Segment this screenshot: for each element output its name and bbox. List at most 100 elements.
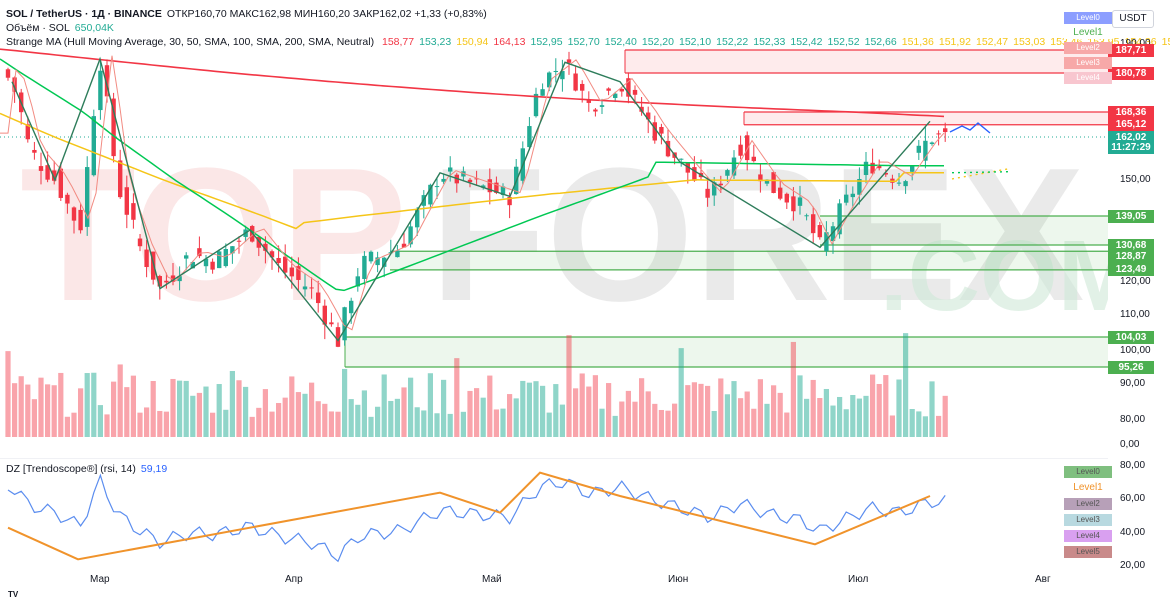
volume-bar (427, 373, 433, 437)
candle (936, 133, 941, 135)
candle (626, 78, 631, 97)
candle (223, 249, 228, 267)
volume-bar (163, 411, 169, 437)
volume-bar (619, 401, 625, 437)
candle (870, 162, 875, 174)
candle (190, 261, 195, 269)
price-scale[interactable]: 190,00 150,00 120,00 110,00 100,00 90,00 80,00… (1108, 0, 1170, 590)
volume-bar (12, 383, 18, 437)
price-label: 168,36 (1108, 106, 1154, 119)
support-zone-1 (820, 216, 1108, 245)
volume-bar (71, 412, 77, 437)
volume-bar (691, 382, 697, 437)
candle (263, 243, 268, 251)
candle (368, 251, 374, 262)
rsi-level-badge: Level1 (1064, 482, 1112, 494)
candle (32, 149, 37, 153)
rsi-pane[interactable] (0, 458, 1108, 570)
candle (910, 166, 915, 172)
volume-bar (922, 416, 928, 437)
volume-bar (25, 384, 31, 437)
volume-bar (269, 411, 275, 437)
volume-bar (744, 391, 750, 437)
volume-bar (434, 413, 440, 437)
rsi-level-badge: Level4 (1064, 530, 1112, 542)
candle (566, 59, 572, 63)
candle (738, 144, 743, 156)
volume-bar (157, 410, 163, 437)
candle (230, 246, 235, 254)
volume-bar (335, 411, 341, 437)
volume-bar (144, 407, 150, 437)
volume-bar (104, 414, 110, 437)
candle (560, 71, 565, 80)
candle (745, 135, 750, 161)
price-tick: 110,00 (1120, 309, 1150, 320)
candle (217, 251, 222, 269)
candle (111, 98, 116, 157)
candle (929, 142, 935, 145)
ma-30-line (0, 55, 945, 331)
forecast-arrow (949, 122, 991, 134)
rsi-line (7, 473, 946, 563)
volume-bar (731, 381, 737, 437)
month-tick: Июл (848, 574, 869, 585)
candle (652, 122, 657, 141)
volume-bar (625, 390, 631, 437)
volume-bar (262, 389, 268, 437)
candle (883, 172, 888, 175)
volume-bar (18, 376, 24, 437)
ma-value: 152,22 (716, 36, 749, 48)
rsi-tick: 60,00 (1120, 493, 1146, 505)
ma-value: 152,10 (679, 36, 712, 48)
candle (857, 178, 862, 195)
volume-bar (870, 374, 876, 437)
zigzag-line (11, 56, 931, 342)
candle (811, 214, 816, 234)
candle (85, 167, 90, 227)
candle (824, 232, 829, 252)
candle (415, 210, 420, 228)
volume-bar (295, 392, 301, 437)
volume-bar (876, 383, 882, 437)
volume-bar (243, 386, 249, 437)
price-label: 11:27:29 (1108, 141, 1154, 154)
resistance-zone-upper (625, 50, 1108, 73)
candle (593, 109, 598, 112)
volume-bar (843, 409, 849, 437)
volume-bar (823, 388, 829, 437)
candle (758, 174, 763, 182)
price-chart[interactable] (0, 0, 1108, 460)
candle (527, 126, 532, 148)
volume-bar (177, 380, 183, 437)
candle (705, 188, 710, 198)
volume-bar (929, 381, 935, 437)
level-badge: Level3 (1064, 57, 1112, 69)
month-tick: Мар (90, 574, 110, 585)
volume-bar (553, 384, 559, 437)
volume-bar (408, 377, 414, 437)
candle (731, 157, 737, 176)
candle (118, 160, 123, 198)
candle (797, 197, 803, 206)
ma-header: Strange MA (Hull Moving Average, 30, 50,… (6, 36, 1170, 49)
ma-value: 151,92 (938, 36, 971, 48)
volume-bar (837, 396, 843, 437)
volume-bar (685, 385, 691, 437)
volume-bar (130, 375, 136, 437)
watermark-top: TOP (20, 129, 407, 341)
volume-bar (724, 394, 730, 437)
candle (791, 196, 796, 212)
candle (203, 258, 209, 267)
candle (646, 112, 651, 120)
candle (916, 145, 921, 153)
candle (863, 161, 869, 176)
candle (896, 182, 902, 184)
candle (494, 182, 499, 193)
ma-100-line (0, 112, 944, 230)
candle (302, 286, 308, 290)
volume-bar (856, 398, 862, 437)
volume-bar (850, 395, 856, 437)
price-label: 128,87 (1108, 250, 1154, 263)
currency-button[interactable]: USDT (1112, 10, 1154, 28)
